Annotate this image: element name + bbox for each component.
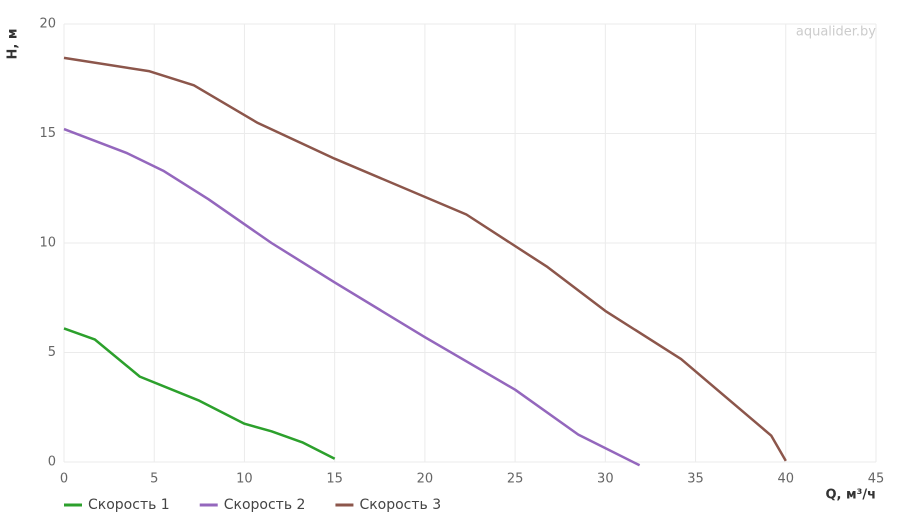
x-tick-label: 0	[60, 472, 68, 487]
x-tick-label: 20	[417, 472, 434, 487]
legend-label: Скорость 1	[88, 497, 170, 513]
x-tick-label: 30	[597, 472, 614, 487]
legend-label: Скорость 3	[359, 497, 441, 513]
x-tick-label: 10	[236, 472, 253, 487]
series-line	[63, 327, 336, 460]
x-tick-label: 5	[150, 472, 158, 487]
y-tick-label: 20	[39, 17, 56, 32]
series-line	[63, 127, 641, 467]
y-tick-label: 5	[48, 345, 56, 360]
watermark: aqualider.by	[796, 25, 876, 40]
x-tick-label: 15	[326, 472, 343, 487]
y-axis-title: H, м	[6, 29, 21, 60]
y-tick-label: 0	[48, 455, 56, 470]
x-tick-label: 40	[778, 472, 795, 487]
y-tick-label: 10	[39, 236, 56, 251]
x-tick-label: 45	[868, 472, 885, 487]
x-tick-label: 35	[687, 472, 704, 487]
y-tick-label: 15	[39, 126, 56, 141]
legend-label: Скорость 2	[224, 497, 306, 513]
x-axis-title: Q, м³/ч	[825, 488, 876, 503]
x-tick-label: 25	[507, 472, 524, 487]
series-line	[63, 56, 787, 462]
